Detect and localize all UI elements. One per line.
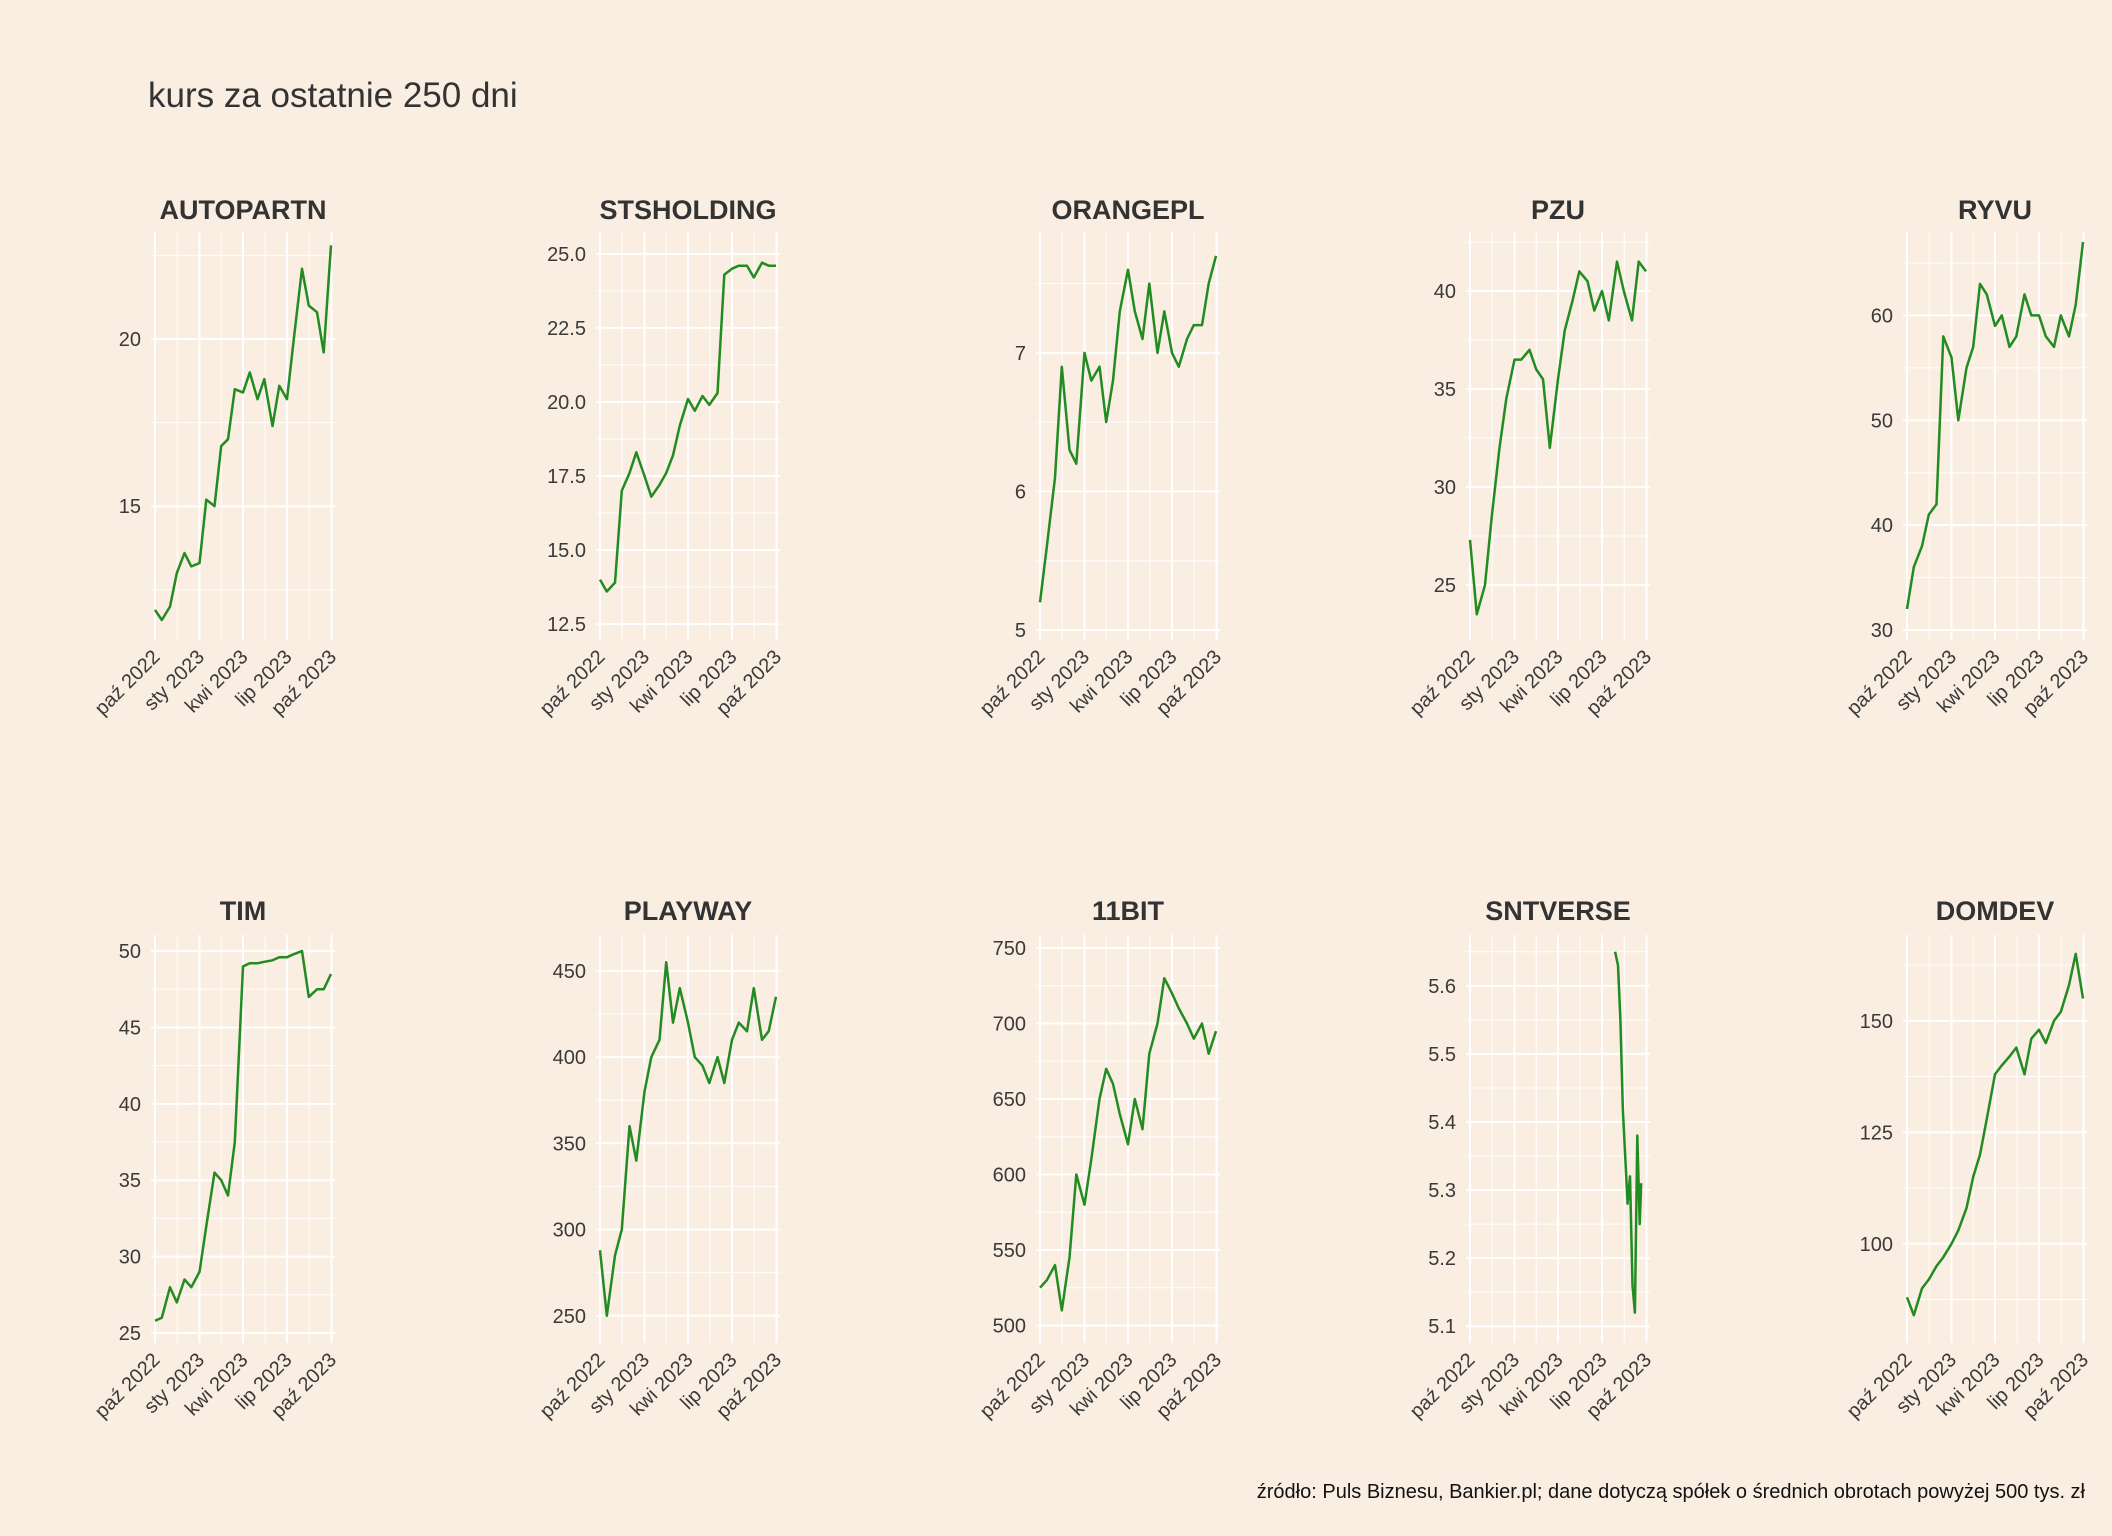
y-tick-label: 150 [1860, 1011, 1893, 1033]
y-tick-label: 22.5 [547, 318, 586, 340]
price-line [1905, 952, 2085, 1317]
y-tick-label: 5.5 [1428, 1044, 1456, 1066]
y-tick-label: 12.5 [547, 614, 586, 636]
price-line [1905, 241, 2085, 610]
y-tick-label: 35 [119, 1170, 141, 1192]
panel-title: RYVU [1958, 195, 2032, 225]
price-line [598, 960, 778, 1318]
panel-title: SNTVERSE [1485, 896, 1631, 926]
price-line [1038, 255, 1218, 603]
panel-title: PLAYWAY [624, 896, 753, 926]
price-line [1613, 951, 1643, 1314]
y-tick-label: 450 [553, 961, 586, 983]
panel-title: TIM [220, 896, 267, 926]
y-tick-label: 30 [1871, 620, 1893, 642]
y-tick-label: 50 [1871, 410, 1893, 432]
price-line [1468, 260, 1648, 616]
panel-title: STSHOLDING [599, 195, 776, 225]
y-tick-label: 5.2 [1428, 1248, 1456, 1270]
y-tick-label: 400 [553, 1047, 586, 1069]
y-tick-label: 50 [119, 941, 141, 963]
y-tick-label: 17.5 [547, 466, 586, 488]
y-tick-label: 25 [119, 1323, 141, 1345]
y-tick-label: 300 [553, 1220, 586, 1242]
y-tick-label: 35 [1434, 379, 1456, 401]
source-caption: źródło: Puls Biznesu, Bankier.pl; dane d… [1256, 1481, 2085, 1503]
y-tick-label: 650 [993, 1089, 1026, 1111]
y-tick-label: 5.1 [1428, 1316, 1456, 1338]
y-tick-label: 700 [993, 1014, 1026, 1036]
price-line [1039, 976, 1218, 1312]
price-line [154, 949, 333, 1322]
y-tick-label: 350 [553, 1133, 586, 1155]
panel-title: PZU [1531, 195, 1585, 225]
y-tick-label: 25.0 [547, 244, 586, 266]
y-tick-label: 5 [1015, 620, 1026, 642]
y-tick-label: 30 [1434, 477, 1456, 499]
y-tick-label: 5.4 [1428, 1112, 1456, 1134]
y-tick-label: 45 [119, 1017, 141, 1039]
y-tick-label: 20.0 [547, 392, 586, 414]
y-tick-label: 7 [1015, 343, 1026, 365]
price-line [153, 245, 333, 622]
y-tick-label: 40 [1871, 515, 1893, 537]
panel-title: 11BIT [1092, 896, 1165, 926]
y-tick-label: 100 [1860, 1234, 1893, 1256]
y-tick-label: 550 [993, 1240, 1026, 1262]
price-line [598, 261, 776, 593]
panel-title: ORANGEPL [1051, 195, 1204, 225]
y-tick-label: 750 [993, 938, 1026, 960]
y-tick-label: 600 [993, 1164, 1026, 1186]
panel-title: AUTOPARTN [160, 195, 327, 225]
y-tick-label: 25 [1434, 575, 1456, 597]
y-tick-label: 125 [1860, 1122, 1893, 1144]
y-tick-label: 40 [1434, 281, 1456, 303]
y-tick-label: 500 [993, 1315, 1026, 1337]
y-tick-label: 40 [119, 1094, 141, 1116]
y-tick-label: 15 [119, 496, 141, 518]
panel-title: DOMDEV [1936, 896, 2055, 926]
y-tick-label: 5.3 [1428, 1180, 1456, 1202]
y-tick-label: 6 [1015, 481, 1026, 503]
y-tick-label: 15.0 [547, 540, 586, 562]
y-tick-label: 30 [119, 1247, 141, 1269]
y-tick-label: 60 [1871, 305, 1893, 327]
y-tick-label: 5.6 [1428, 976, 1456, 998]
y-tick-label: 20 [119, 329, 141, 351]
y-tick-label: 250 [553, 1306, 586, 1328]
chart-main-title: kurs za ostatnie 250 dni [148, 76, 518, 115]
